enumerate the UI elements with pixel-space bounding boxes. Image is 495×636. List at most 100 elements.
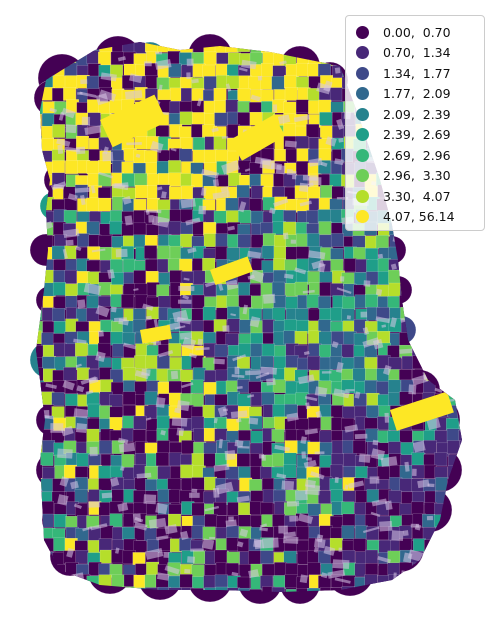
legend-item: 2.39, 2.69 bbox=[356, 125, 476, 146]
building-footprint bbox=[426, 515, 434, 521]
zone-cell bbox=[424, 539, 438, 553]
zone-cell bbox=[134, 453, 148, 467]
zone-cell bbox=[179, 574, 193, 588]
zone-cell bbox=[250, 430, 264, 445]
legend-item: 1.77, 2.09 bbox=[356, 84, 476, 105]
legend-item: 3.30, 4.07 bbox=[356, 186, 476, 207]
zone-cell bbox=[40, 452, 54, 466]
zone-cell bbox=[179, 258, 193, 273]
zone-cell bbox=[36, 538, 44, 552]
building-footprint bbox=[186, 58, 194, 67]
zone-cell bbox=[424, 343, 437, 357]
building-footprint bbox=[66, 547, 75, 558]
building-footprint bbox=[297, 374, 315, 385]
zone-cell bbox=[63, 367, 77, 381]
zone-cell bbox=[215, 586, 229, 592]
building-footprint bbox=[136, 472, 152, 479]
zone-cell bbox=[226, 525, 240, 540]
building-footprint bbox=[289, 515, 299, 522]
zone-cell bbox=[203, 453, 217, 467]
legend-marker bbox=[356, 148, 369, 162]
zone-cell bbox=[169, 209, 183, 223]
zone-cell bbox=[237, 379, 251, 393]
zone-cell bbox=[317, 209, 331, 223]
building-footprint bbox=[63, 228, 80, 239]
building-footprint bbox=[88, 501, 101, 508]
building-footprint bbox=[183, 277, 190, 281]
legend-label: 2.69, 2.96 bbox=[383, 147, 451, 163]
zone-cell bbox=[411, 282, 425, 296]
zone-cell bbox=[86, 221, 100, 235]
zone-cell bbox=[36, 162, 44, 177]
zone-cell bbox=[53, 537, 67, 552]
building-footprint bbox=[230, 313, 236, 317]
building-footprint bbox=[314, 538, 326, 549]
building-footprint bbox=[227, 225, 235, 231]
building-footprint bbox=[432, 282, 442, 289]
zone-cell bbox=[306, 210, 320, 224]
building-footprint bbox=[148, 517, 167, 529]
zone-cell bbox=[99, 549, 113, 564]
zone-cell bbox=[295, 135, 309, 150]
zone-cell bbox=[261, 245, 275, 260]
building-footprint bbox=[297, 513, 314, 525]
zone-cell bbox=[36, 271, 44, 285]
building-footprint bbox=[390, 263, 397, 270]
zone-cell bbox=[411, 258, 425, 272]
building-footprint bbox=[346, 315, 351, 320]
zone-cell bbox=[459, 550, 462, 564]
building-footprint bbox=[145, 547, 164, 560]
zone-cell bbox=[399, 478, 413, 492]
zone-cell bbox=[86, 197, 100, 212]
zone-cell bbox=[238, 502, 252, 516]
high-value-zone bbox=[229, 115, 286, 161]
building-footprint bbox=[262, 537, 279, 549]
building-footprint bbox=[90, 185, 96, 194]
zone-cell bbox=[272, 453, 286, 467]
zone-cell bbox=[36, 527, 43, 542]
zone-cell bbox=[341, 525, 355, 539]
zone-cell bbox=[191, 525, 205, 540]
zone-cell bbox=[318, 344, 332, 359]
zone-cell bbox=[435, 331, 449, 346]
legend-marker bbox=[356, 169, 369, 183]
zone-cell bbox=[53, 296, 67, 310]
zone-cell bbox=[135, 343, 149, 358]
building-footprint bbox=[375, 316, 391, 324]
zone-cell bbox=[227, 306, 240, 320]
legend-label: 2.96, 3.30 bbox=[383, 168, 451, 184]
zone-cell bbox=[157, 466, 171, 480]
zone-cell bbox=[445, 539, 459, 553]
zone-cell bbox=[226, 210, 239, 224]
zone-cell bbox=[191, 173, 205, 188]
building-footprint bbox=[417, 239, 432, 252]
zone-cell bbox=[296, 588, 310, 592]
building-footprint bbox=[418, 289, 427, 295]
zone-cell bbox=[445, 550, 459, 565]
zone-cell bbox=[319, 234, 333, 249]
building-footprint bbox=[241, 59, 257, 70]
building-footprint bbox=[145, 417, 152, 421]
building-footprint bbox=[49, 107, 58, 113]
zone-cell bbox=[446, 369, 460, 384]
building-footprint bbox=[379, 520, 393, 532]
building-footprint bbox=[180, 530, 189, 541]
zone-cell bbox=[226, 247, 240, 262]
building-footprint bbox=[61, 107, 76, 119]
building-footprint bbox=[310, 471, 325, 480]
zone-cell bbox=[169, 270, 183, 284]
zone-cell bbox=[191, 88, 205, 102]
zone-cell bbox=[168, 172, 182, 187]
building-footprint bbox=[221, 136, 229, 139]
building-footprint bbox=[217, 406, 228, 417]
zone-cell bbox=[193, 270, 207, 285]
zone-cell bbox=[317, 296, 331, 310]
zone-cell bbox=[87, 540, 101, 554]
building-footprint bbox=[79, 91, 97, 98]
zone-cell bbox=[238, 514, 251, 529]
zone-cell bbox=[36, 210, 42, 225]
legend-item: 0.00, 0.70 bbox=[356, 22, 476, 43]
zone-cell bbox=[39, 478, 53, 493]
building-footprint bbox=[161, 191, 167, 199]
building-footprint bbox=[90, 523, 108, 531]
